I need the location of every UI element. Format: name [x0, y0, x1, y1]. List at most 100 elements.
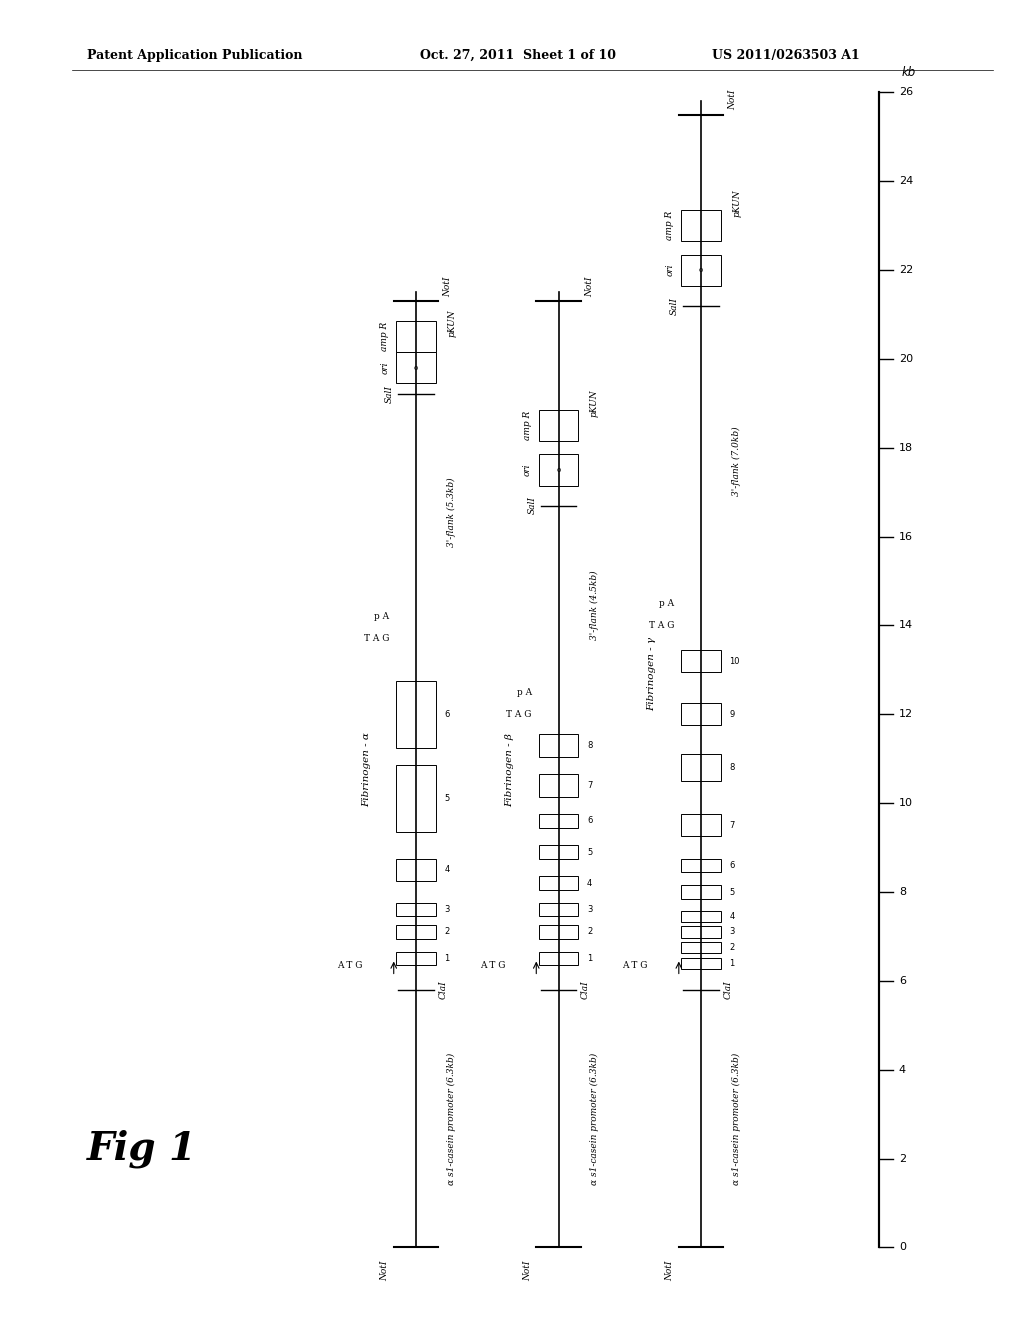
Bar [682, 649, 721, 672]
Text: A T G: A T G [623, 961, 647, 970]
Text: 1: 1 [587, 954, 592, 964]
Text: NotI: NotI [728, 90, 737, 110]
Text: 4: 4 [729, 912, 735, 921]
Bar [539, 925, 579, 939]
Text: 3'-flank (7.0kb): 3'-flank (7.0kb) [732, 426, 741, 496]
Text: 12: 12 [899, 709, 913, 719]
Text: 18: 18 [899, 442, 913, 453]
Text: 3: 3 [587, 906, 593, 915]
Text: A T G: A T G [337, 961, 362, 970]
Text: NotI: NotI [380, 1261, 389, 1282]
Text: o: o [699, 267, 703, 273]
Text: 1: 1 [729, 958, 735, 968]
Text: p A: p A [517, 688, 531, 697]
Bar [539, 734, 579, 756]
Text: SalI: SalI [670, 297, 679, 314]
Bar [396, 952, 435, 965]
Text: A T G: A T G [479, 961, 505, 970]
Bar [396, 681, 435, 747]
Text: 8: 8 [587, 741, 593, 750]
Text: ClaI: ClaI [723, 981, 732, 999]
Bar [539, 903, 579, 916]
Bar [682, 210, 721, 242]
Text: T A G: T A G [649, 620, 675, 630]
Text: p A: p A [659, 599, 675, 607]
Text: 4: 4 [444, 866, 450, 874]
Text: 16: 16 [899, 532, 912, 541]
Text: ClaI: ClaI [438, 981, 447, 999]
Text: Fibrinogen - β: Fibrinogen - β [505, 733, 514, 807]
Text: T A G: T A G [364, 635, 389, 643]
Bar [682, 704, 721, 726]
Text: α s1-casein promoter (6.3kb): α s1-casein promoter (6.3kb) [732, 1052, 741, 1184]
Text: 7: 7 [587, 781, 593, 789]
Text: Fibrinogen - γ: Fibrinogen - γ [647, 638, 656, 711]
Text: ori: ori [380, 362, 389, 374]
Text: α s1-casein promoter (6.3kb): α s1-casein promoter (6.3kb) [447, 1052, 457, 1184]
Text: 2: 2 [899, 1154, 906, 1163]
Text: 26: 26 [899, 87, 913, 98]
Text: 20: 20 [899, 354, 913, 364]
Bar [396, 321, 435, 352]
Text: amp R: amp R [666, 211, 675, 240]
Bar [682, 927, 721, 937]
Text: 5: 5 [729, 887, 735, 896]
Bar [539, 775, 579, 796]
Text: 2: 2 [587, 928, 592, 936]
Text: 0: 0 [899, 1242, 906, 1253]
Bar [396, 925, 435, 939]
Text: Fibrinogen - α: Fibrinogen - α [362, 733, 372, 808]
Text: 14: 14 [899, 620, 913, 631]
Text: 3: 3 [729, 928, 735, 936]
Bar [396, 903, 435, 916]
Text: pKUN: pKUN [447, 310, 456, 337]
Text: 3: 3 [444, 906, 450, 915]
Text: 6: 6 [444, 710, 450, 719]
Text: 5: 5 [587, 847, 592, 857]
Text: 5: 5 [444, 795, 450, 804]
Text: NotI: NotI [523, 1261, 531, 1282]
Text: Fig 1: Fig 1 [87, 1129, 197, 1168]
Text: o: o [556, 467, 561, 473]
Bar [682, 754, 721, 781]
Text: ori: ori [666, 264, 675, 276]
Text: Oct. 27, 2011  Sheet 1 of 10: Oct. 27, 2011 Sheet 1 of 10 [420, 49, 615, 62]
Bar [539, 876, 579, 890]
Text: 8: 8 [729, 763, 735, 772]
Text: pKUN: pKUN [732, 190, 741, 218]
Bar [539, 411, 579, 441]
Text: ori: ori [523, 463, 531, 477]
Bar [539, 454, 579, 486]
Text: 10: 10 [899, 799, 912, 808]
Text: 6: 6 [899, 975, 906, 986]
Text: amp R: amp R [380, 322, 389, 351]
Bar [682, 911, 721, 921]
Text: 24: 24 [899, 177, 913, 186]
Text: amp R: amp R [523, 411, 531, 440]
Bar [396, 859, 435, 880]
Text: 7: 7 [729, 821, 735, 830]
Text: pKUN: pKUN [590, 389, 599, 417]
Text: α s1-casein promoter (6.3kb): α s1-casein promoter (6.3kb) [590, 1052, 599, 1184]
Bar [396, 766, 435, 832]
Text: NotI: NotI [586, 276, 594, 297]
Text: 2: 2 [729, 942, 735, 952]
Text: US 2011/0263503 A1: US 2011/0263503 A1 [712, 49, 859, 62]
Bar [682, 957, 721, 969]
Text: o: o [414, 364, 418, 371]
Bar [682, 942, 721, 953]
Text: 4: 4 [587, 879, 592, 887]
Text: NotI: NotI [666, 1261, 675, 1282]
Text: SalI: SalI [527, 496, 537, 515]
Text: 3'-flank (4.5kb): 3'-flank (4.5kb) [590, 570, 599, 640]
Text: 4: 4 [899, 1065, 906, 1074]
Text: 10: 10 [729, 656, 740, 665]
Text: 2: 2 [444, 928, 450, 936]
Bar [539, 845, 579, 859]
Text: 8: 8 [899, 887, 906, 898]
Bar [539, 952, 579, 965]
Bar [682, 859, 721, 873]
Text: 22: 22 [899, 265, 913, 275]
Bar [682, 814, 721, 837]
Bar [682, 886, 721, 899]
